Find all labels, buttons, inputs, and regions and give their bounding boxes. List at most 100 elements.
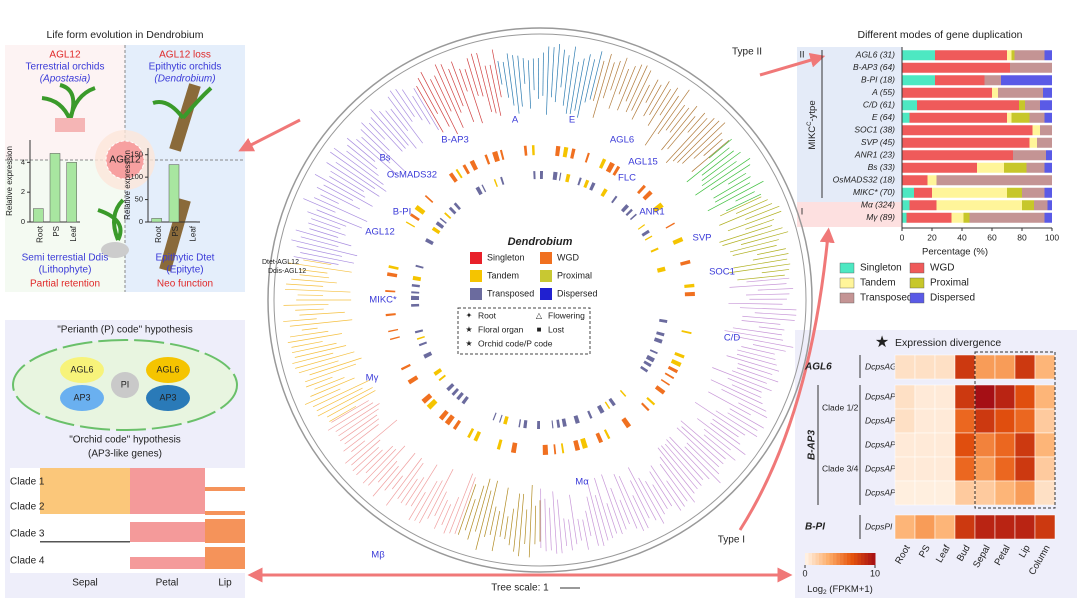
branch [401, 89, 423, 121]
branch [728, 263, 791, 274]
branch [610, 60, 621, 91]
branch [710, 379, 763, 405]
branch [316, 187, 361, 210]
branch [368, 445, 406, 486]
symbol: △ [536, 311, 543, 320]
branch [433, 499, 448, 529]
bar-segment [998, 87, 1043, 98]
branch [613, 473, 638, 529]
track [656, 331, 665, 337]
group-bg [797, 47, 902, 202]
track [484, 154, 491, 165]
heat-cell [894, 456, 916, 482]
branch [335, 403, 380, 432]
branch [343, 424, 379, 452]
o-code-block [40, 541, 130, 543]
branch [697, 418, 746, 455]
organ-label: Petal [156, 578, 179, 589]
branch [345, 419, 398, 464]
branch [387, 96, 423, 144]
bar-segment [1034, 200, 1048, 211]
branch [528, 484, 533, 558]
heat-cell [894, 354, 916, 380]
clade-label: Mγ [366, 373, 379, 384]
legend-label: Transposed [860, 293, 912, 304]
branch [618, 68, 630, 95]
branch [289, 319, 353, 327]
clade-label: B-PI [393, 207, 411, 218]
track [584, 152, 590, 163]
track [646, 397, 656, 406]
track [674, 351, 685, 359]
branch [630, 480, 650, 519]
heat-cell [1014, 354, 1036, 380]
y-tick-label: SVP (45) [861, 137, 895, 147]
track [611, 195, 618, 204]
legend-swatch [909, 292, 925, 304]
y-tick-label: Mα (324) [861, 200, 895, 210]
track [596, 404, 605, 414]
y-tick-label: ANR1 (23) [854, 150, 895, 160]
branch [298, 360, 339, 374]
node [60, 357, 104, 383]
branch [389, 90, 413, 122]
branch [729, 408, 764, 429]
branch [644, 95, 679, 146]
y-tick-label: C/D (61) [863, 100, 895, 110]
bar-segment [906, 212, 952, 223]
branch [586, 479, 605, 547]
heat-cell [974, 432, 996, 458]
branch [316, 209, 363, 229]
label: Type II [732, 47, 762, 58]
node-label: PI [121, 379, 130, 389]
branch [291, 278, 337, 284]
bar [151, 218, 162, 223]
y-tick-label: 0 [139, 217, 143, 226]
bar-segment [1029, 137, 1037, 148]
track [415, 264, 424, 269]
bar-segment [1040, 125, 1052, 136]
branch [664, 443, 702, 486]
legend-swatch [839, 292, 855, 304]
y-tick-label: 4 [21, 157, 25, 166]
branch [606, 503, 618, 534]
bar-segment [1019, 100, 1025, 111]
branch [410, 464, 438, 507]
branch [534, 505, 537, 545]
bar-segment [1004, 162, 1027, 173]
heat-cell [1014, 384, 1036, 410]
bar-segment [1037, 137, 1052, 148]
track [469, 159, 479, 171]
heat-cell [914, 408, 936, 434]
branch [659, 87, 679, 116]
branch [708, 391, 751, 416]
branch [691, 139, 730, 172]
branch [314, 197, 368, 222]
group-label: AGL6 [804, 362, 832, 373]
branch [464, 499, 476, 531]
heat-cell [1014, 514, 1036, 540]
heat-cell [1034, 432, 1056, 458]
symbol: ★ [465, 339, 472, 348]
branch [638, 477, 665, 524]
symbol: ★ [465, 325, 472, 334]
row-label: DcpsAP3-2 [865, 415, 908, 425]
heat-cell [994, 514, 1016, 540]
colorbar-tick-label: 10 [870, 568, 880, 578]
track [456, 392, 464, 401]
arrow [738, 227, 835, 531]
branch [329, 176, 366, 198]
branch [737, 363, 773, 375]
bar-segment [917, 100, 1019, 111]
branch [631, 70, 652, 111]
branch [728, 172, 747, 185]
branch [391, 475, 403, 490]
branch [303, 198, 336, 213]
branch [732, 327, 782, 336]
branch [631, 84, 650, 120]
track [467, 427, 475, 439]
heat-cell [974, 408, 996, 434]
track [453, 202, 461, 211]
branch [647, 89, 671, 126]
y-tick-label: AGL6 (31) [855, 50, 895, 60]
